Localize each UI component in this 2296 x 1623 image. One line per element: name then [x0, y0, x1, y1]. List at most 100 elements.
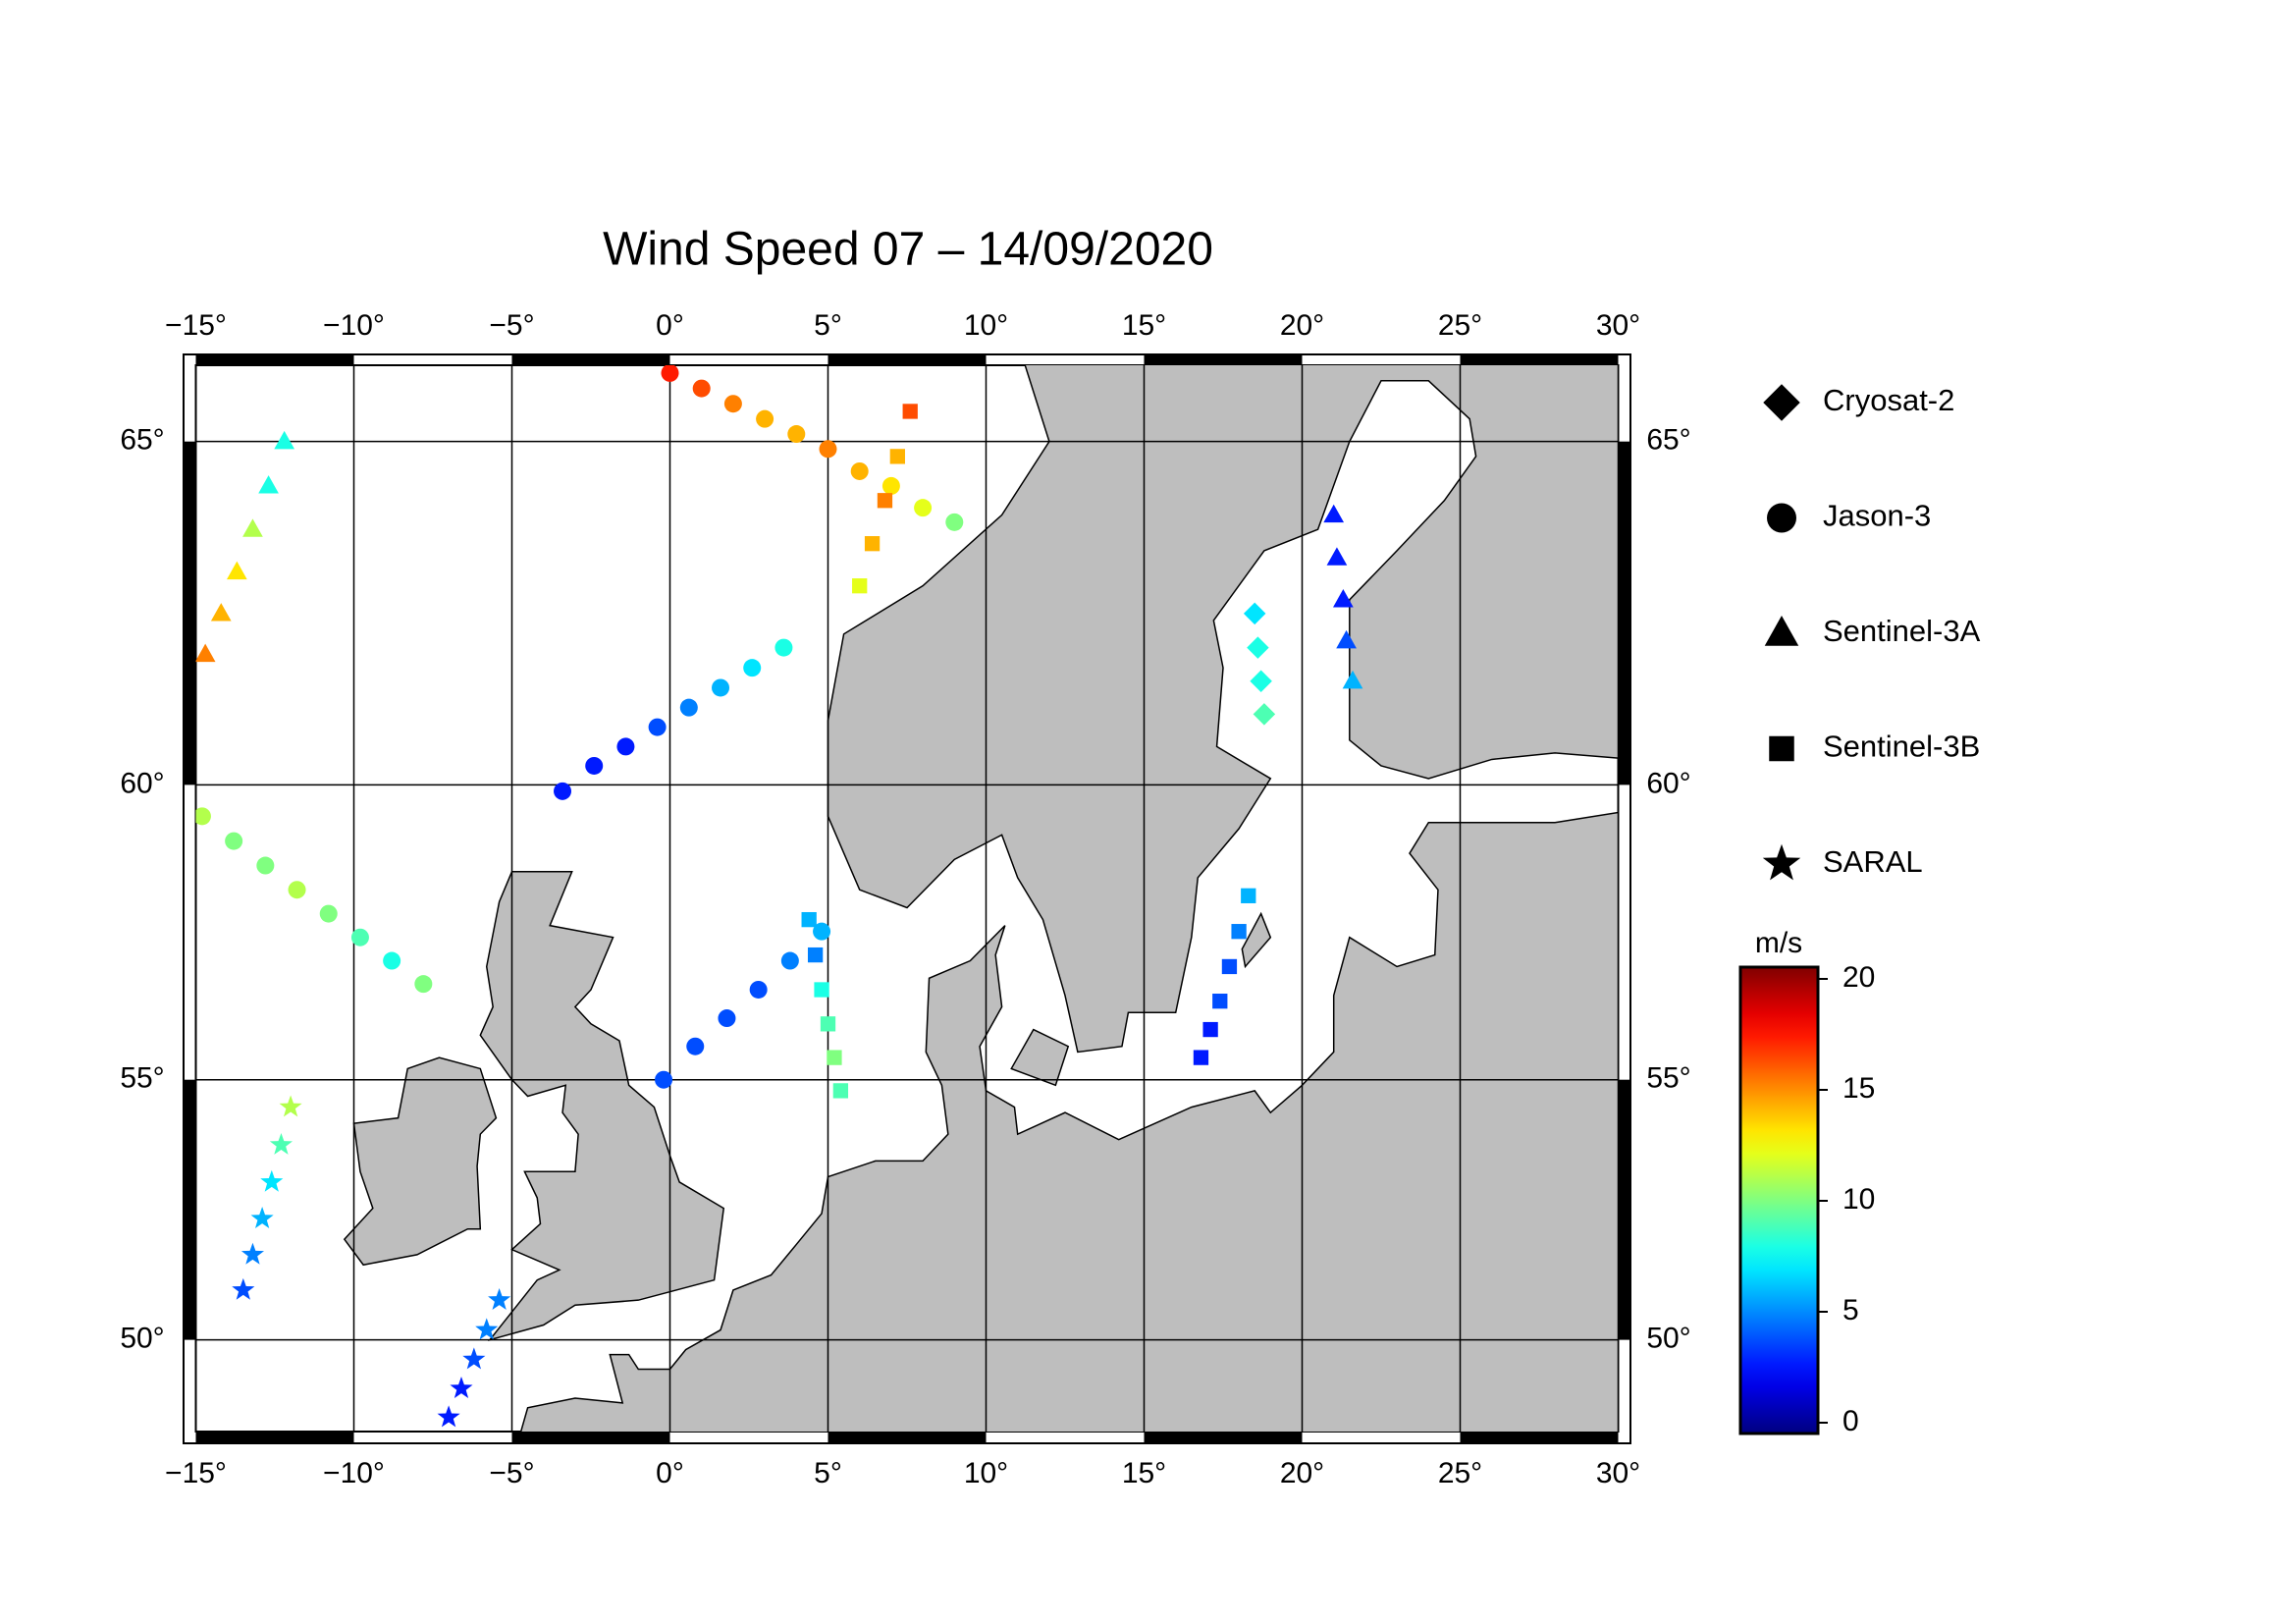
x-tick-label: −15°	[165, 1457, 227, 1489]
observation	[813, 922, 831, 941]
x-tick-label: 0°	[656, 1457, 684, 1489]
observation	[1336, 629, 1357, 649]
x-tick-label: 25°	[1438, 309, 1482, 342]
frame-bar	[195, 354, 354, 365]
y-tick-label: 60°	[1646, 767, 1690, 799]
frame-bar	[195, 1432, 354, 1443]
colorbar-bar	[1738, 965, 1820, 1435]
x-tick-label: 0°	[656, 309, 684, 342]
legend: Cryosat-2 Jason-3 Sentinel-3A Sentinel-3B SA…	[1762, 383, 1981, 881]
frame-bar	[828, 354, 987, 365]
observation	[319, 904, 338, 923]
x-tick-label: 30°	[1596, 1457, 1640, 1489]
observation	[288, 881, 306, 899]
observation	[250, 1207, 274, 1229]
y-tick-label: 55°	[1646, 1062, 1690, 1095]
y-tick-label: 65°	[1646, 424, 1690, 457]
observation	[877, 493, 893, 509]
observation	[256, 856, 275, 875]
observation	[692, 379, 711, 398]
frame-bar	[1144, 354, 1303, 365]
observation	[585, 756, 604, 775]
observation	[902, 404, 918, 419]
observation	[1253, 703, 1276, 726]
observation	[801, 911, 817, 928]
observation	[414, 975, 433, 994]
legend-label: Jason-3	[1823, 499, 1931, 533]
observation	[554, 782, 572, 800]
observation	[1247, 636, 1269, 659]
observation	[475, 1318, 499, 1340]
frame-bar	[184, 441, 196, 785]
frame-bar	[184, 1079, 196, 1340]
observation	[195, 643, 216, 663]
frame-bars	[184, 354, 1630, 1443]
observation	[616, 737, 635, 756]
legend-symbol	[1769, 735, 1794, 762]
observation	[1241, 888, 1256, 903]
observation	[661, 365, 679, 382]
x-tick-label: 10°	[964, 309, 1008, 342]
legend-symbol	[1764, 616, 1799, 646]
observation	[227, 561, 247, 580]
observation	[279, 1095, 302, 1117]
colorbar: m/s 0 5 10 15 20	[1738, 927, 1875, 1437]
observation	[914, 499, 933, 517]
observation	[774, 638, 793, 657]
y-tick-label: 50°	[1646, 1323, 1690, 1355]
observation	[225, 832, 243, 850]
observation	[945, 513, 964, 531]
land-mass	[519, 811, 1619, 1432]
observation	[749, 980, 768, 999]
observation	[743, 659, 762, 677]
x-tick-label: 15°	[1122, 309, 1166, 342]
frame-bar	[1144, 1432, 1303, 1443]
observation	[787, 425, 806, 444]
observation	[756, 409, 774, 428]
land-mass	[1241, 911, 1272, 969]
observation	[1323, 504, 1345, 523]
frame-bar	[511, 354, 670, 365]
x-tick-label: −5°	[489, 1457, 534, 1489]
colorbar-tick-label: 0	[1842, 1405, 1859, 1437]
x-tick-label: −15°	[165, 309, 227, 342]
colorbar-tick-label: 20	[1842, 961, 1875, 994]
observation	[1243, 602, 1266, 625]
observation	[350, 928, 369, 947]
colorbar-label: m/s	[1755, 927, 1802, 959]
x-tick-label: 20°	[1280, 309, 1324, 342]
observation	[240, 1242, 265, 1265]
observation	[232, 1277, 255, 1300]
observation	[679, 698, 698, 717]
x-tick-label: 25°	[1438, 1457, 1482, 1489]
observation	[1212, 994, 1228, 1009]
observation	[852, 578, 868, 594]
map-title: Wind Speed 07 – 14/09/2020	[603, 224, 1213, 276]
colorbar-tick-label: 5	[1842, 1294, 1859, 1326]
observation	[258, 475, 279, 494]
observation	[827, 1050, 842, 1065]
y-tick-label: 50°	[120, 1323, 164, 1355]
legend-label: SARAL	[1823, 844, 1923, 879]
observation	[655, 1070, 673, 1089]
x-tick-label: −10°	[323, 309, 385, 342]
observation	[850, 461, 869, 480]
frame-bar	[828, 1432, 987, 1443]
y-tick-label: 60°	[120, 767, 164, 799]
observation	[260, 1169, 284, 1192]
observation	[488, 1288, 511, 1311]
observation	[780, 951, 799, 970]
observation	[242, 518, 263, 537]
x-tick-label: −5°	[489, 309, 534, 342]
observation	[686, 1037, 705, 1055]
observation	[648, 718, 667, 736]
observation	[437, 1405, 460, 1428]
observation	[807, 947, 824, 963]
frame-bar	[1460, 1432, 1619, 1443]
observation	[814, 982, 829, 998]
observation	[383, 951, 401, 970]
frame-bar	[1460, 354, 1619, 365]
land-mass	[827, 365, 1619, 1054]
observation	[462, 1347, 486, 1370]
